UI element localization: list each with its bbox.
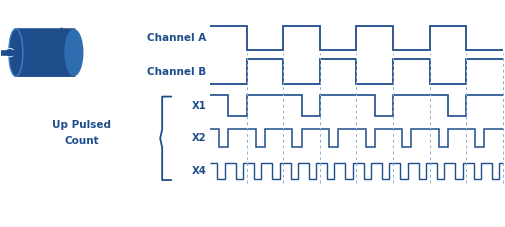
Text: X1: X1 bbox=[191, 101, 206, 111]
Ellipse shape bbox=[9, 29, 23, 76]
FancyBboxPatch shape bbox=[14, 28, 75, 77]
Text: Count: Count bbox=[64, 136, 98, 146]
Text: X4: X4 bbox=[191, 166, 206, 176]
Text: Channel A: Channel A bbox=[147, 33, 206, 43]
Text: Channel B: Channel B bbox=[147, 67, 206, 77]
Text: X2: X2 bbox=[191, 133, 206, 143]
Text: Up Pulsed: Up Pulsed bbox=[52, 120, 111, 130]
Ellipse shape bbox=[64, 29, 83, 76]
Ellipse shape bbox=[5, 48, 14, 57]
